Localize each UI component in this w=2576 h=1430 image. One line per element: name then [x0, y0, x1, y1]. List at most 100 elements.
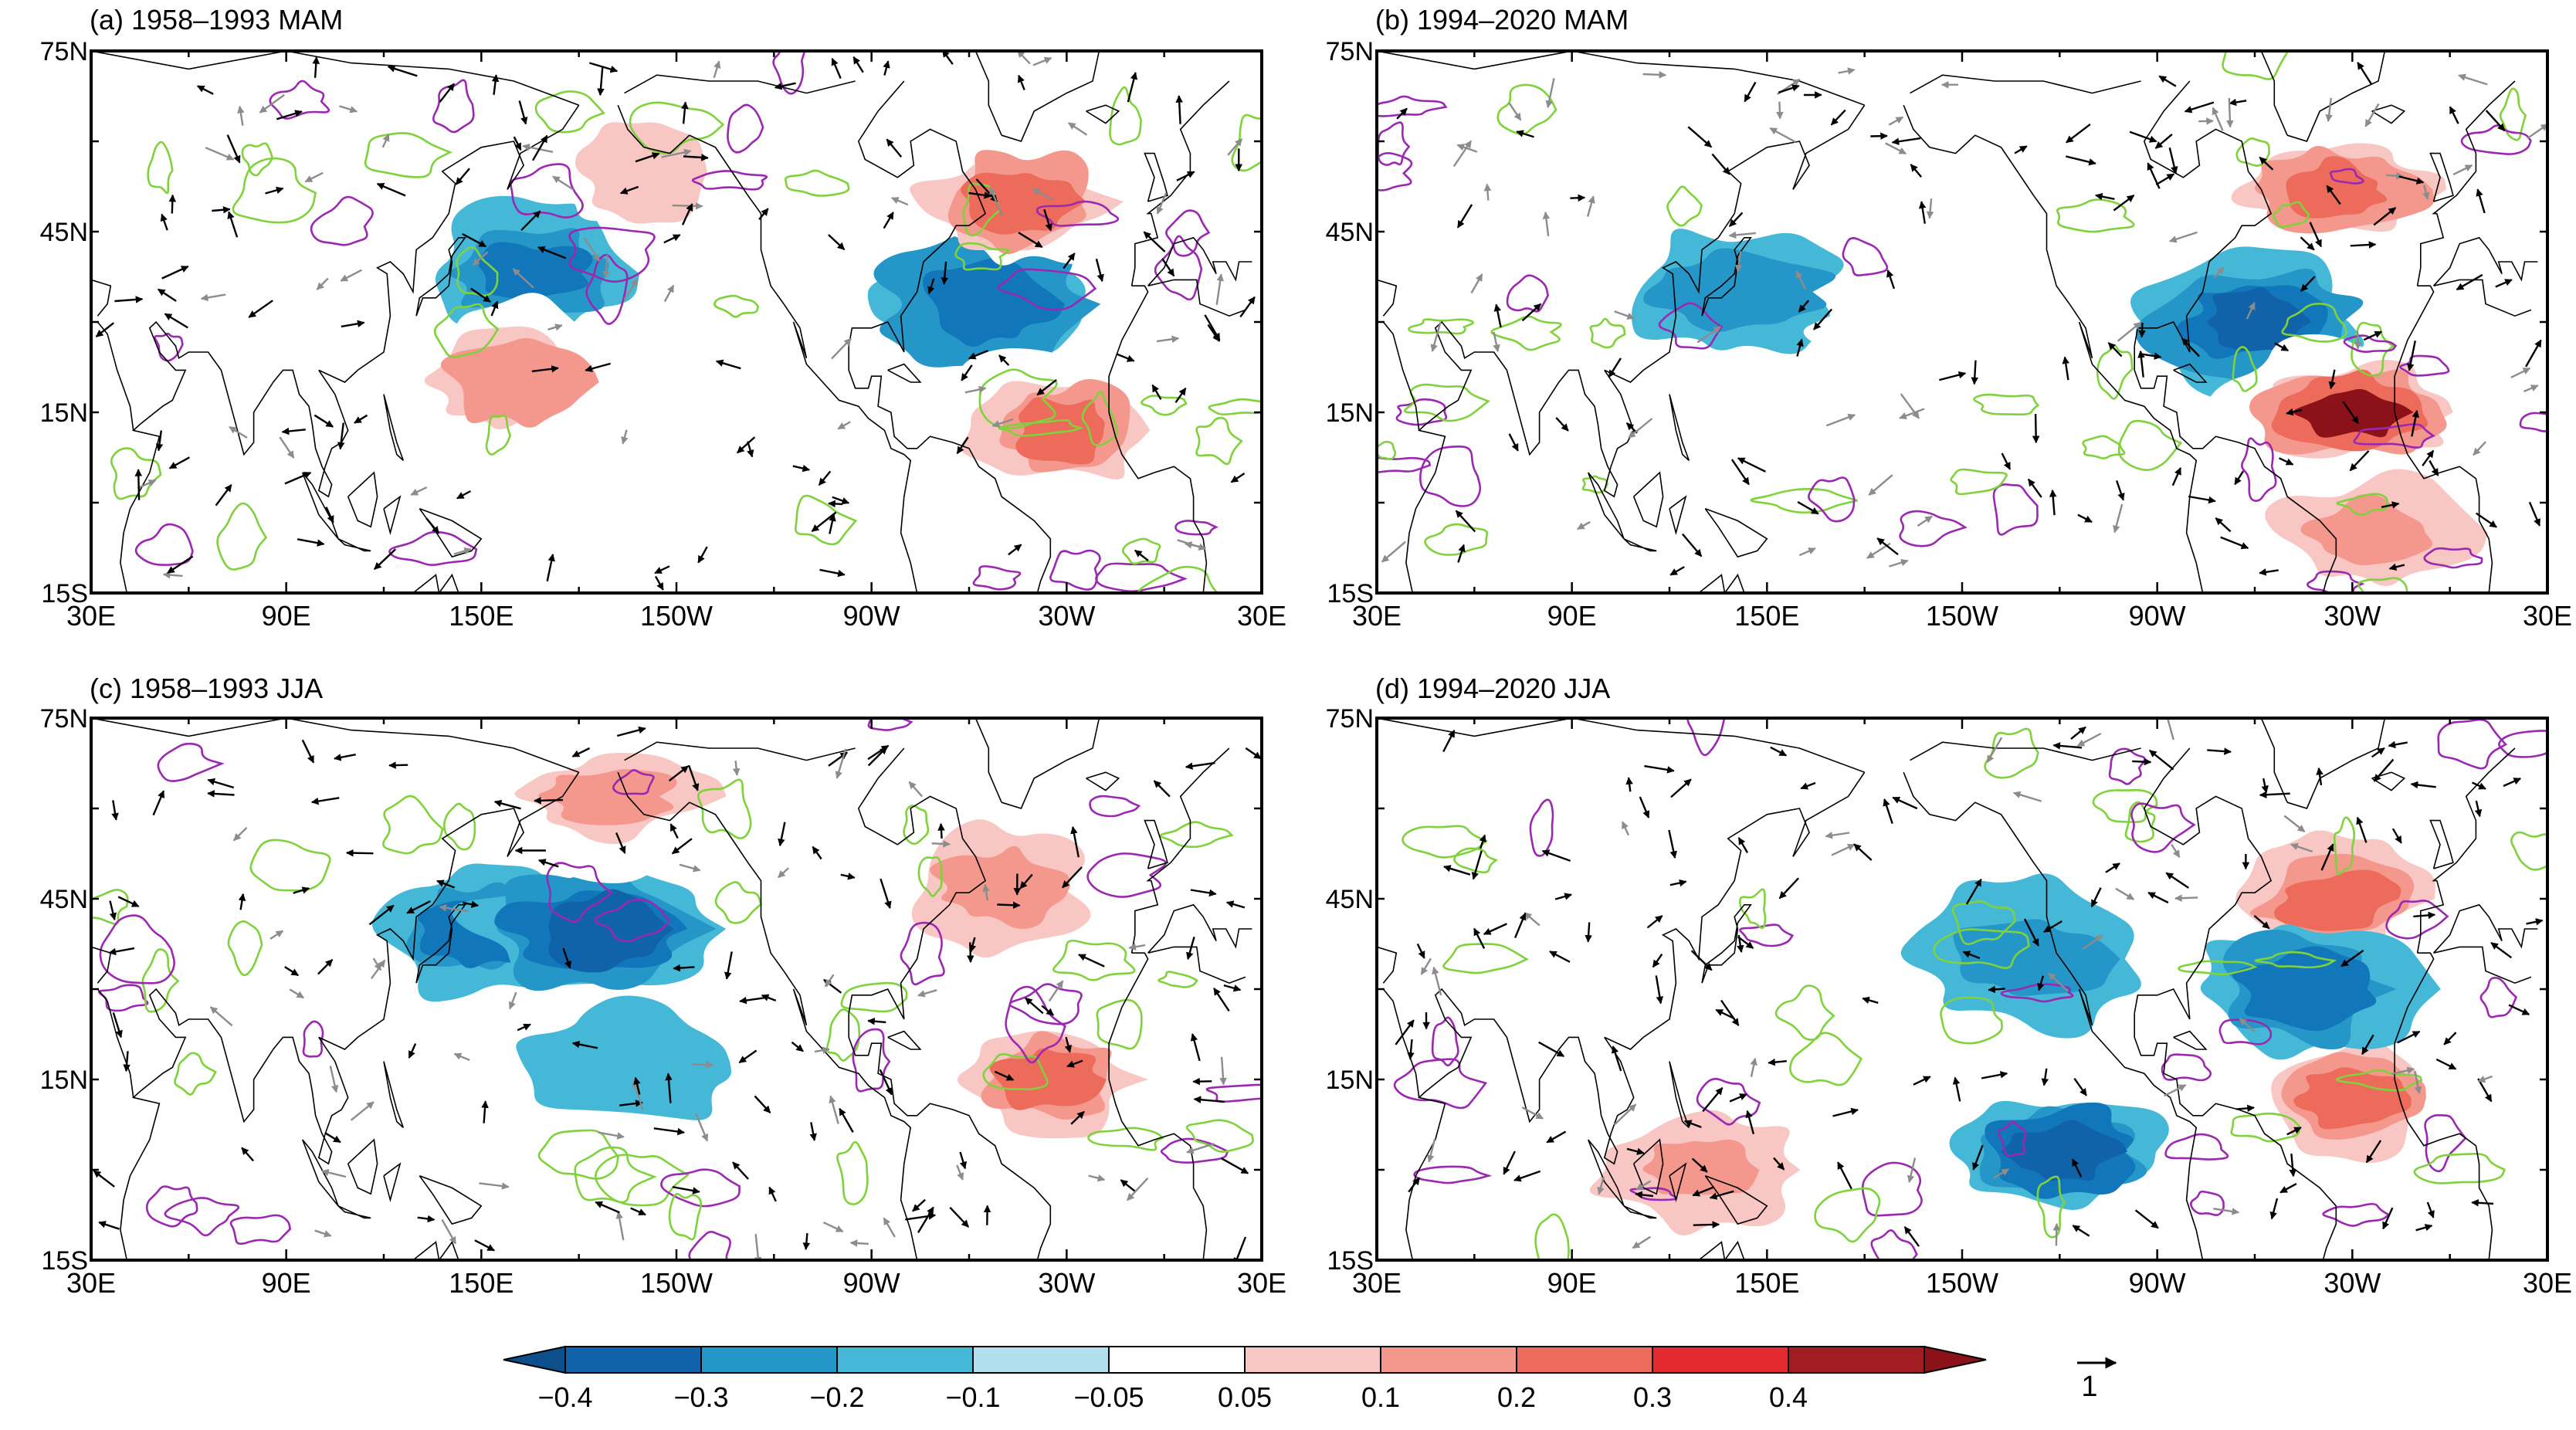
coastline [1587, 1139, 1625, 1207]
contour-line [1377, 95, 1448, 117]
x-tick-label: 150E [1734, 1267, 1799, 1299]
wind-vector [1516, 130, 1534, 138]
wind-vector [1778, 84, 1800, 93]
wind-vector [1019, 873, 1033, 890]
wind-vector [95, 322, 114, 337]
coastline [337, 538, 371, 552]
wind-vector [137, 479, 157, 490]
contour-line [1418, 446, 1482, 507]
wind-vector [2316, 767, 2323, 786]
contour-line [1408, 318, 1475, 335]
wind-vector [679, 863, 701, 873]
contour-line [1581, 475, 1608, 494]
wind-vector [310, 797, 340, 805]
wind-vector [1862, 996, 1879, 1005]
y-tick-label: 15N [40, 398, 88, 428]
contour-line [997, 268, 1097, 311]
colorbar-bin [564, 1346, 702, 1374]
coastline [974, 718, 1002, 803]
wind-vector [1483, 923, 1507, 935]
contour-line [537, 1129, 619, 1180]
y-tick-label: 45N [1326, 218, 1374, 247]
wind-vector [2361, 1034, 2374, 1056]
wind-vector [1032, 188, 1053, 201]
coastline [2260, 718, 2288, 803]
contour-line [1861, 1161, 1923, 1217]
wind-vector [2354, 330, 2362, 350]
contour-line [432, 79, 475, 134]
anomaly-shading [516, 995, 732, 1120]
wind-vector [1064, 1036, 1073, 1053]
coastline [1910, 741, 2141, 761]
contour-line [1658, 302, 1724, 350]
wind-vector [1988, 985, 2005, 994]
wind-vector [1913, 1076, 1931, 1086]
coastline [383, 1061, 405, 1128]
wind-vector [1416, 943, 1425, 959]
wind-vector [2070, 726, 2086, 740]
wind-vector [2503, 778, 2522, 788]
wind-vector [481, 1100, 489, 1123]
wind-vector [1939, 371, 1967, 381]
contour-line [2335, 1069, 2423, 1092]
contour-line [2423, 547, 2483, 569]
wind-vector [215, 484, 232, 507]
wind-vector [1702, 1087, 1724, 1113]
wind-vector [819, 568, 846, 578]
wind-vector [2043, 920, 2062, 934]
contour-line [1442, 943, 1529, 974]
contour-line [1951, 900, 2016, 945]
wind-vector [2300, 236, 2315, 251]
wind-vector [2229, 98, 2247, 107]
wind-vector [2286, 408, 2303, 416]
contour-line [1122, 537, 1161, 565]
coastline [1587, 472, 1625, 540]
contour-line [2036, 1175, 2066, 1239]
colorbar-tick-label: −0.05 [1073, 1381, 1144, 1413]
wind-vector [831, 337, 852, 360]
coastline [1910, 74, 2141, 94]
y-tick-label: 15N [1326, 398, 1374, 428]
contour-line [2241, 437, 2277, 503]
wind-vector [168, 194, 177, 214]
wind-vector [2477, 1075, 2493, 1083]
wind-vector [956, 436, 969, 455]
wind-vector [571, 747, 591, 757]
wind-vector [777, 867, 789, 879]
wind-vector [917, 1206, 934, 1234]
contour-line [1087, 1127, 1164, 1151]
wind-vector [1670, 778, 1692, 798]
panel-a-title: (a) 1958–1993 MAM [90, 4, 343, 36]
panel-b: (b) 1994–2020 MAM 30E 90E 150E 150W 90W 30W 30… [1326, 4, 2572, 632]
wind-vector [456, 490, 472, 500]
contour-line [713, 294, 760, 318]
wind-vector [284, 966, 300, 977]
contour-line [2124, 801, 2156, 843]
y-tick-label: 15S [42, 579, 89, 608]
wind-vector [425, 517, 440, 534]
coastline [91, 236, 1252, 317]
coastline [1669, 1162, 1687, 1203]
wind-vector [2207, 747, 2232, 755]
wind-vector [2449, 106, 2459, 124]
wind-vector [1161, 258, 1175, 277]
wind-vector [663, 284, 675, 303]
wind-vector [867, 1017, 886, 1025]
wind-vector [630, 1207, 646, 1216]
coastline [1903, 771, 2204, 1260]
reference-vector: 1 [2077, 1357, 2117, 1403]
wind-vector [2422, 185, 2430, 200]
contour-line [1195, 416, 1243, 466]
wind-vector [968, 349, 988, 360]
wind-vector [598, 1131, 625, 1140]
wind-vector [672, 1186, 700, 1194]
y-tick-label: 15S [1327, 1246, 1374, 1276]
contour-line [310, 195, 374, 246]
wind-vector [2510, 367, 2531, 378]
wind-vector [1776, 101, 1784, 120]
wind-vector [829, 1095, 839, 1124]
wind-vector [212, 205, 231, 214]
wind-vector [439, 83, 456, 103]
wind-vector [635, 152, 660, 163]
x-tick-label: 90E [262, 1267, 311, 1299]
